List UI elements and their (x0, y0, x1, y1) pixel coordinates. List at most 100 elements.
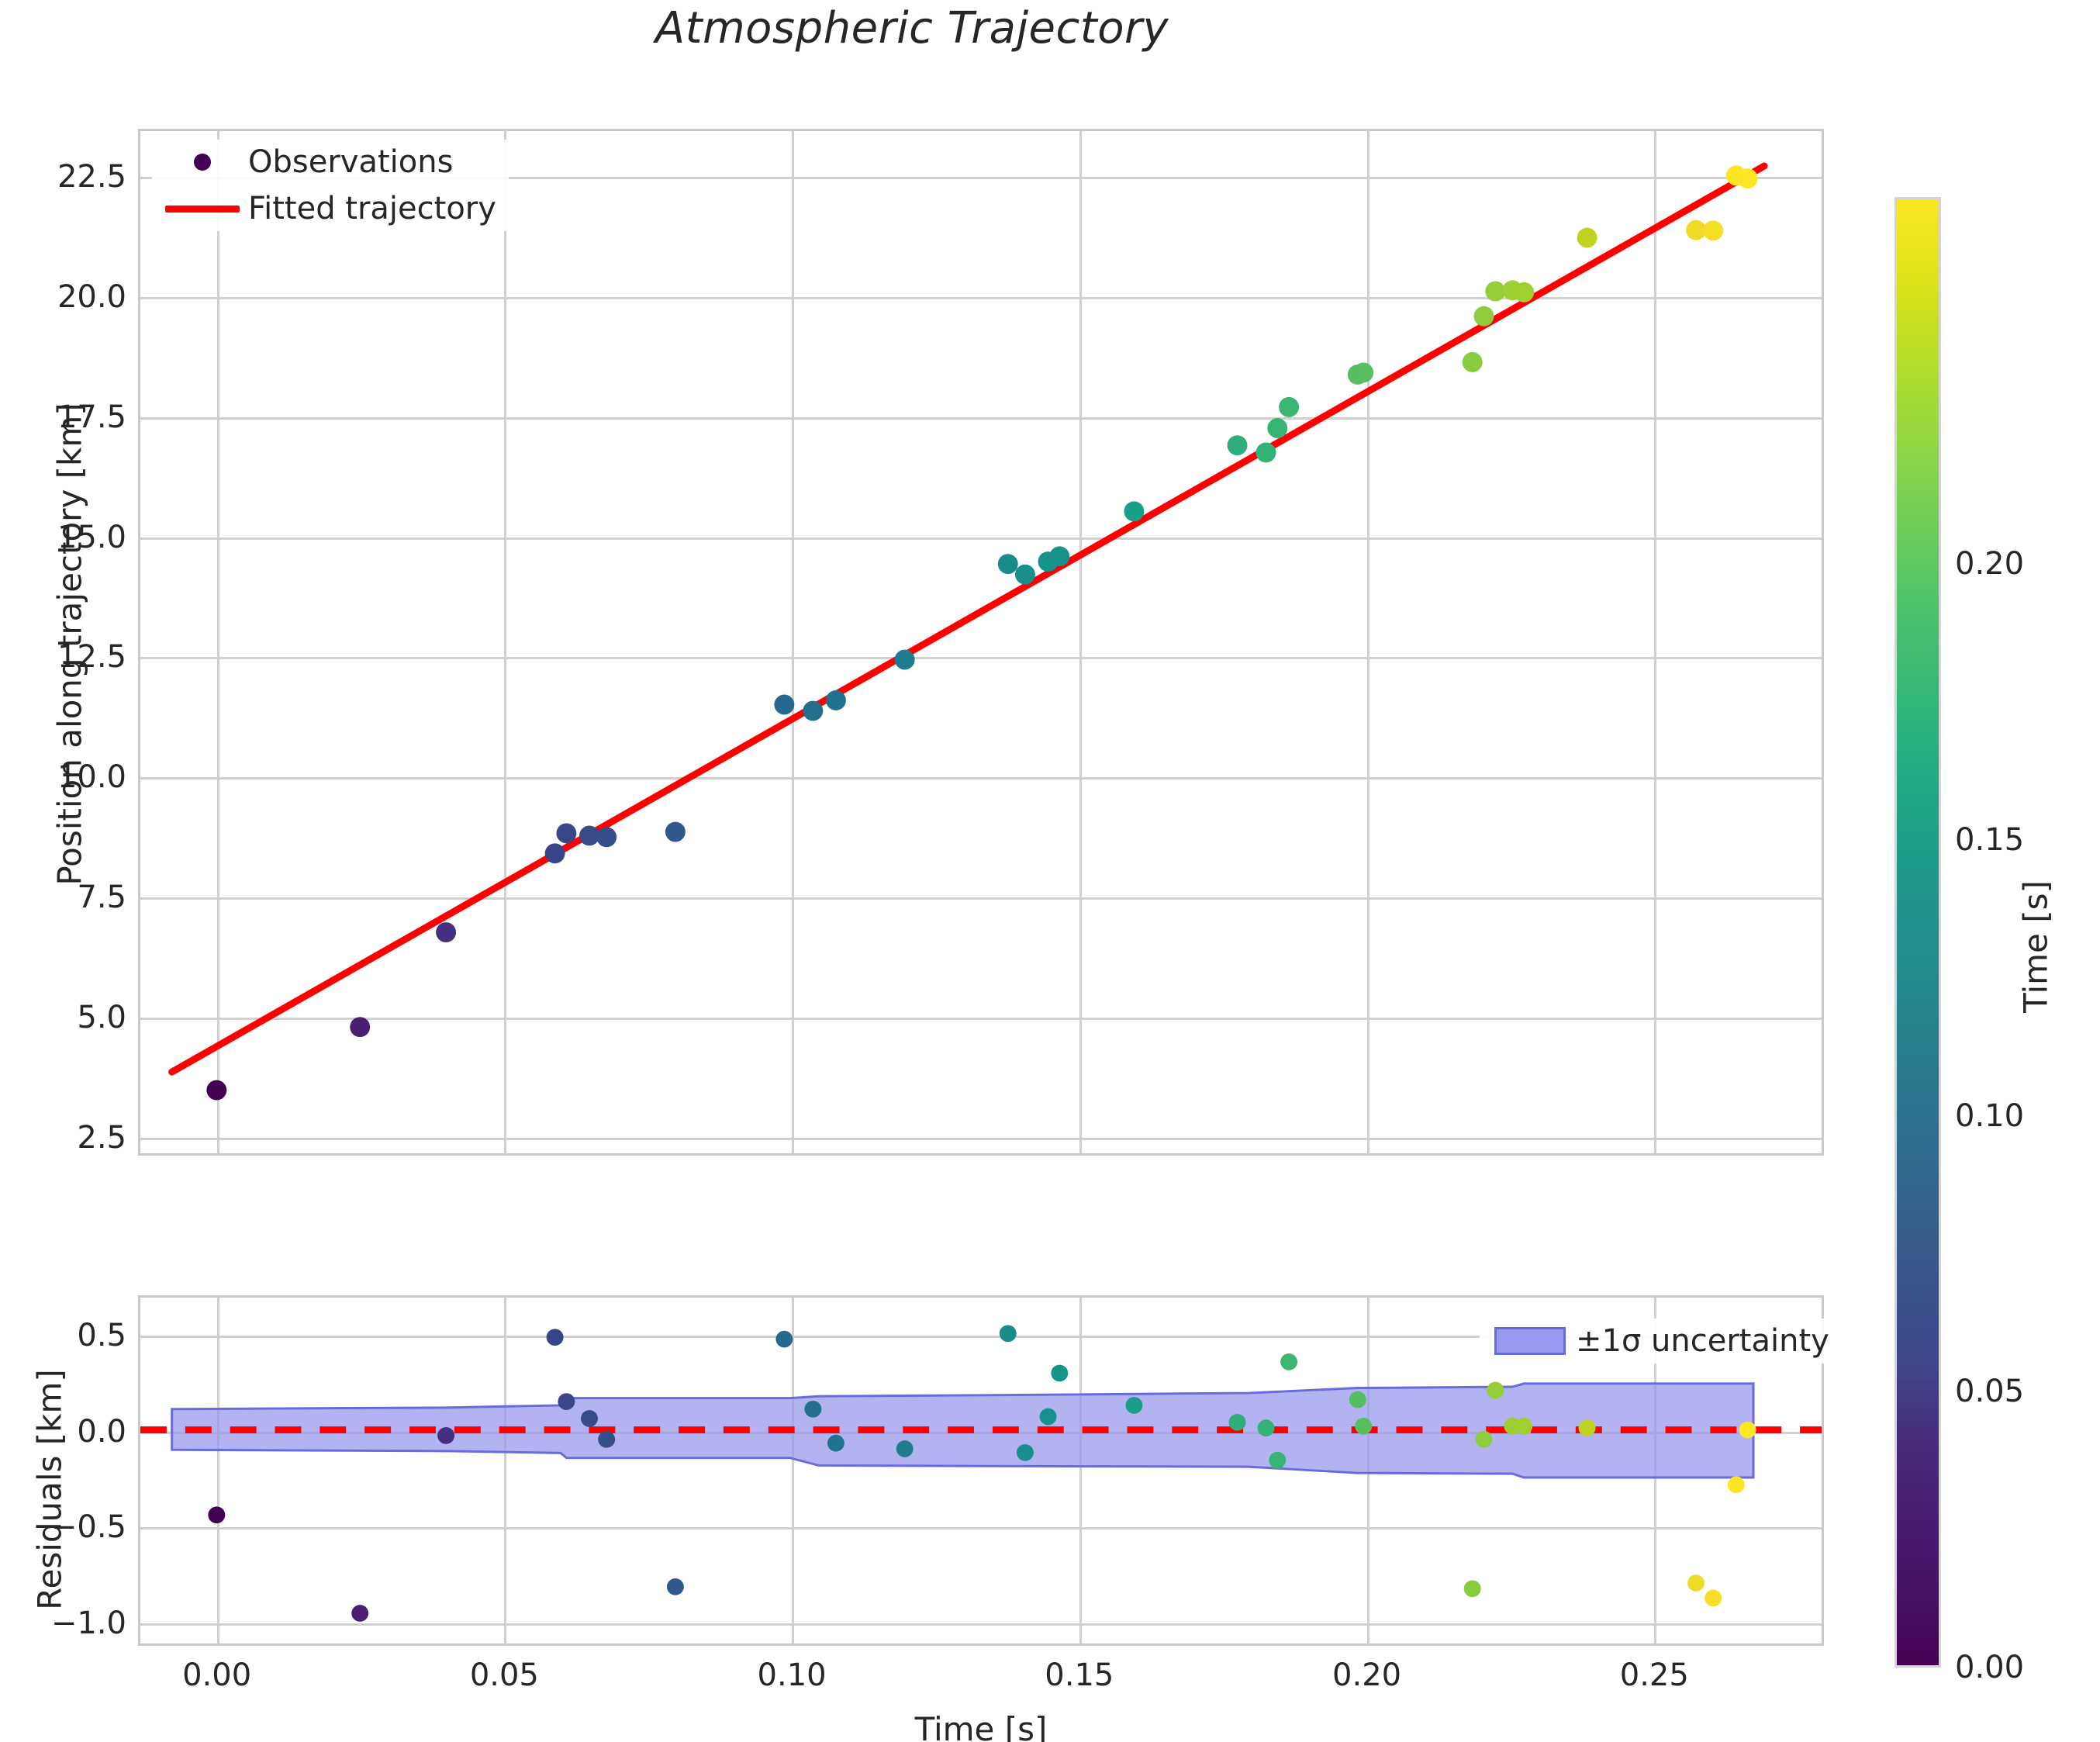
observation-point (1514, 282, 1535, 302)
residual-point (999, 1325, 1017, 1343)
y-tick-label: −1.0 (50, 1605, 126, 1641)
residual-point (1487, 1381, 1504, 1399)
gridline-horizontal (140, 1336, 1822, 1339)
colorbar-gradient (1894, 197, 1941, 1668)
residual-point (1463, 1580, 1481, 1598)
y-tick-label: 12.5 (57, 639, 126, 676)
y-tick-label: 20.0 (57, 278, 126, 315)
x-tick-label: 0.20 (1332, 1657, 1402, 1693)
y-tick-label: 10.0 (57, 759, 126, 796)
y-tick-label: 0.0 (77, 1413, 126, 1450)
gridline-horizontal (140, 897, 1822, 900)
x-tick-label: 0.10 (757, 1657, 827, 1693)
colorbar-tick-label: 0.00 (1955, 1650, 2025, 1685)
x-tick-label: 0.25 (1619, 1657, 1689, 1693)
legend-item-observations: Observations (160, 144, 496, 180)
main-plot-content (168, 162, 1768, 1101)
residual-point (666, 1578, 684, 1595)
fitted-trajectory-line (168, 162, 1768, 1076)
residuals-y-axis-label: Residuals [km] (30, 1369, 69, 1610)
observation-point (803, 700, 824, 721)
x-tick-label: 0.15 (1045, 1657, 1114, 1693)
observation-point (1725, 165, 1746, 186)
observations-marker-icon (160, 154, 245, 171)
observation-point (1353, 362, 1374, 383)
observation-point (1038, 551, 1059, 572)
gridline-vertical (216, 1298, 219, 1643)
observation-point (1686, 219, 1707, 240)
colorbar-tick-label: 0.05 (1955, 1374, 2025, 1410)
main-legend: Observations Fitted trajectory (152, 140, 509, 231)
gridline-horizontal (140, 1623, 1822, 1626)
gridline-horizontal (140, 416, 1822, 420)
observation-point (556, 823, 577, 844)
observation-point (894, 649, 915, 670)
residual-point (1280, 1353, 1298, 1370)
observation-point (665, 821, 686, 842)
y-tick-label: 17.5 (57, 399, 126, 435)
residual-point (804, 1400, 822, 1418)
colorbar-tick-label: 0.15 (1955, 821, 2025, 858)
residual-point (1705, 1589, 1722, 1607)
colorbar-label: Time [s] (2016, 880, 2055, 1013)
observation-point (1256, 442, 1276, 463)
observation-point (1124, 501, 1145, 522)
gridline-vertical (1079, 1298, 1082, 1643)
y-tick-label: 5.0 (77, 1000, 126, 1036)
observation-point (596, 827, 617, 848)
residual-point (1125, 1397, 1143, 1414)
residuals-legend: ±1σ uncertainty (1480, 1319, 1842, 1364)
observation-point (1577, 227, 1597, 248)
observation-point (436, 922, 457, 943)
gridline-vertical (1366, 1298, 1369, 1643)
colorbar-tick-label: 0.10 (1955, 1097, 2025, 1134)
observation-point (579, 825, 599, 846)
residual-point (1349, 1391, 1366, 1408)
observation-point (1347, 364, 1368, 385)
gridline-vertical (504, 1298, 507, 1643)
y-tick-label: 22.5 (57, 158, 126, 195)
residual-point (437, 1427, 455, 1444)
colorbar-tick-label: 0.20 (1955, 546, 2025, 582)
legend-label-fitted-trajectory: Fitted trajectory (248, 191, 496, 226)
uncertainty-band (171, 1382, 1755, 1479)
residual-point (1687, 1574, 1705, 1592)
y-tick-label: 0.5 (77, 1318, 126, 1354)
observation-point (1267, 418, 1288, 438)
legend-label-observations: Observations (248, 144, 454, 180)
gridline-vertical (1366, 131, 1369, 1153)
observation-point (1279, 396, 1300, 417)
y-tick-label: 2.5 (77, 1119, 126, 1156)
observation-point (1462, 351, 1483, 372)
observation-point (1473, 306, 1494, 327)
observation-point (997, 554, 1018, 575)
uncertainty-band-icon (1487, 1327, 1573, 1355)
residual-point (581, 1410, 598, 1427)
gridline-horizontal (140, 537, 1822, 540)
observation-point (1049, 546, 1070, 567)
x-tick-label: 0.05 (469, 1657, 539, 1693)
residual-point (1739, 1421, 1756, 1439)
observation-point (350, 1017, 371, 1038)
x-tick-label: 0.00 (182, 1657, 252, 1693)
residual-point (558, 1393, 575, 1410)
gridline-vertical (504, 131, 507, 1153)
gridline-vertical (792, 131, 795, 1153)
legend-item-uncertainty: ±1σ uncertainty (1487, 1323, 1829, 1359)
observation-point (1014, 564, 1035, 585)
gridline-horizontal (140, 1431, 1822, 1434)
gridline-vertical (792, 1298, 795, 1643)
gridline-horizontal (140, 657, 1822, 660)
residual-point (827, 1434, 844, 1452)
gridline-vertical (1654, 131, 1657, 1153)
residual-point (775, 1330, 793, 1348)
gridline-horizontal (140, 1527, 1822, 1530)
y-tick-label: 15.0 (57, 519, 126, 555)
gridline-vertical (1079, 131, 1082, 1153)
gridline-horizontal (140, 777, 1822, 780)
gridline-vertical (216, 131, 219, 1153)
colorbar[interactable]: 0.00 0.05 0.10 0.15 0.20 (1894, 197, 2024, 1685)
gridline-horizontal (140, 1018, 1822, 1021)
residual-point (351, 1605, 369, 1622)
